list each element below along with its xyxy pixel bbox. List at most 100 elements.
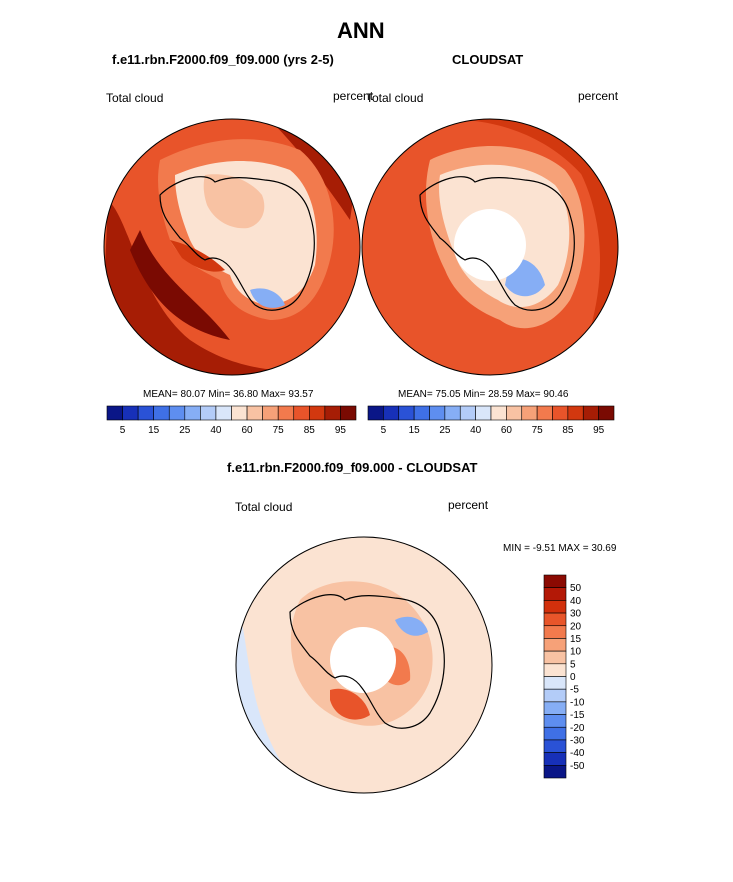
- colorbar3-swatch-10: [543, 701, 567, 715]
- colorbar2-tick-label: 25: [439, 425, 451, 436]
- colorbar2-swatch-13: [567, 405, 584, 421]
- colorbar1-swatch-15: [340, 405, 357, 421]
- colorbar3-tick-label: 50: [570, 583, 582, 594]
- panel3-min-value: -9.51: [532, 543, 556, 554]
- panel1-stats: MEAN= 80.07 Min= 36.80 Max= 93.57: [143, 389, 313, 400]
- colorbar1-tick-label: 85: [304, 425, 316, 436]
- colorbar1-swatch-1: [122, 405, 139, 421]
- map2-missing-pole: [454, 209, 526, 281]
- colorbar2-swatch-1: [383, 405, 400, 421]
- panel3-title: f.e11.rbn.F2000.f09_f09.000 - CLOUDSAT: [227, 460, 478, 475]
- colorbar1-swatch-7: [215, 405, 232, 421]
- colorbar2-tick-label: 75: [532, 425, 544, 436]
- map1: [104, 119, 360, 375]
- colorbar3-tick-label: 10: [570, 647, 582, 658]
- colorbar2-swatch-2: [398, 405, 415, 421]
- colorbar1-swatch-8: [231, 405, 248, 421]
- colorbar3-swatch-8: [543, 676, 567, 690]
- colorbar3-tick-label: 0: [570, 672, 576, 683]
- colorbar3-tick-label: 5: [570, 659, 576, 670]
- colorbar3-tick-label: -15: [570, 710, 585, 721]
- colorbar3-swatch-14: [543, 752, 567, 766]
- colorbar2-tick-label: 60: [501, 425, 513, 436]
- panel1-mean-value: 80.07: [180, 389, 206, 400]
- colorbar3-swatch-1: [543, 587, 567, 601]
- panel1-title: f.e11.rbn.F2000.f09_f09.000 (yrs 2-5): [112, 52, 334, 67]
- colorbar2-tick-label: 5: [381, 425, 387, 436]
- map3-blue-patch: [395, 616, 428, 636]
- colorbar1-tick-label: 75: [273, 425, 285, 436]
- panel3-max-value: 30.69: [591, 543, 617, 554]
- panel1-mean-label: MEAN=: [143, 389, 178, 400]
- colorbar1-tick-label: 95: [335, 425, 347, 436]
- colorbar3-swatch-0: [543, 574, 567, 588]
- panel2-left-label: Total cloud: [366, 91, 424, 105]
- colorbar2-tick-label: 40: [470, 425, 482, 436]
- map3-missing-pole: [330, 627, 396, 693]
- colorbar2-swatch-14: [582, 405, 599, 421]
- colorbar-panel1: 5 15 25 40 60 75 85 95: [106, 405, 357, 436]
- colorbar2-swatch-15: [598, 405, 615, 421]
- panel3-stats: MIN = -9.51 MAX = 30.69: [503, 543, 616, 554]
- colorbar3-tick-label: 15: [570, 634, 582, 645]
- colorbar3-swatch-7: [543, 663, 567, 677]
- colorbar2-swatch-3: [413, 405, 430, 421]
- colorbar3-tick-label: -5: [570, 685, 579, 696]
- colorbar3-swatch-15: [543, 765, 567, 779]
- map1-border: [103, 118, 361, 376]
- colorbar3-tick-label: 20: [570, 621, 582, 632]
- colorbar3-swatch-11: [543, 714, 567, 728]
- map2: [362, 119, 618, 375]
- colorbar3-tick-label: 30: [570, 609, 582, 620]
- colorbar1-swatch-10: [262, 405, 279, 421]
- colorbar1-swatch-3: [153, 405, 170, 421]
- map1-blue-patch: [250, 288, 285, 308]
- colorbar1-swatch-0: [106, 405, 123, 421]
- colorbar2-tick-label: 85: [562, 425, 574, 436]
- colorbar1-swatch-4: [168, 405, 186, 421]
- map2-coastline: [419, 176, 575, 311]
- map2-border: [361, 118, 619, 376]
- colorbar3-swatch-2: [543, 600, 567, 614]
- colorbar3-swatch-12: [543, 726, 567, 741]
- colorbar1-swatch-13: [309, 405, 326, 421]
- colorbar2-tick-label: 15: [409, 425, 421, 436]
- colorbar1-swatch-6: [200, 405, 217, 421]
- map1-southern-ocean-high: [104, 200, 300, 375]
- colorbar1-tick-label: 60: [242, 425, 254, 436]
- colorbar2-swatch-5: [444, 405, 461, 421]
- colorbar3-swatch-5: [543, 638, 567, 652]
- colorbar3-tick-label: -10: [570, 697, 585, 708]
- panel1-min-value: 36.80: [233, 389, 259, 400]
- page-title: ANN: [337, 18, 385, 43]
- panel2-mean-label: MEAN=: [398, 389, 433, 400]
- map3-ross-high: [330, 688, 370, 720]
- colorbar3-tick-label: -40: [570, 748, 585, 759]
- map1-plateau-tone: [203, 174, 265, 229]
- colorbar1-swatch-12: [293, 405, 310, 421]
- colorbar1-swatch-14: [324, 405, 341, 421]
- colorbar1-tick-label: 15: [148, 425, 160, 436]
- map3: [236, 537, 492, 793]
- colorbar3-swatch-13: [543, 739, 567, 753]
- colorbar2-swatch-10: [521, 405, 538, 421]
- colorbar1-tick-label: 5: [120, 425, 126, 436]
- panel3-right-label: percent: [448, 498, 489, 512]
- colorbar2-swatch-8: [490, 405, 507, 421]
- colorbar2-swatch-7: [475, 405, 492, 421]
- map3-coastline: [289, 594, 445, 729]
- colorbar1-swatch-11: [277, 405, 295, 421]
- colorbar1-swatch-9: [246, 405, 263, 421]
- colorbar3-tick-label: 40: [570, 596, 582, 607]
- map1-ross-high: [170, 240, 225, 272]
- colorbar2-swatch-6: [459, 405, 476, 421]
- map1-coastline: [159, 176, 315, 311]
- colorbar2-tick-label: 95: [593, 425, 605, 436]
- panel2-stats: MEAN= 75.05 Min= 28.59 Max= 90.46: [398, 389, 568, 400]
- panel3-max-label: MAX =: [558, 543, 589, 554]
- panel1-right-label: percent: [333, 89, 374, 103]
- panel1-max-label: Max=: [260, 389, 286, 400]
- panel2-max-label: Max=: [515, 389, 541, 400]
